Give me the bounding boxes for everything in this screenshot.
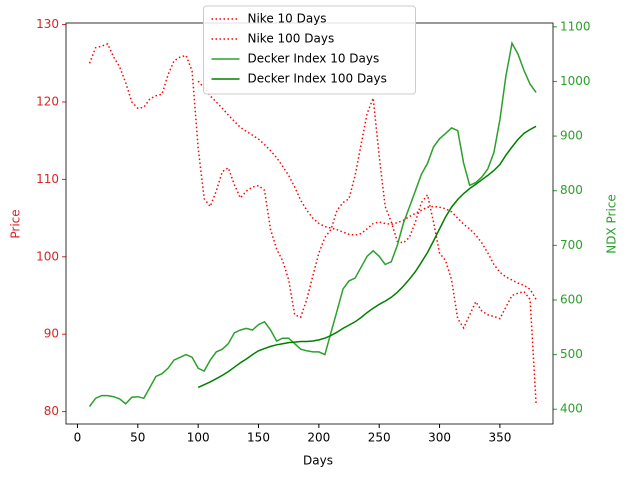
y2-tick-label: 1000 xyxy=(560,74,591,88)
x-tick-label: 250 xyxy=(368,431,391,445)
y2-tick-label: 800 xyxy=(560,183,583,197)
x-tick-label: 50 xyxy=(130,431,145,445)
x-tick-label: 100 xyxy=(187,431,210,445)
x-tick-label: 350 xyxy=(488,431,511,445)
y-tick-label: 110 xyxy=(36,172,59,186)
x-tick-label: 150 xyxy=(247,431,270,445)
x-tick-label: 200 xyxy=(307,431,330,445)
y-tick-label: 120 xyxy=(36,94,59,108)
legend-box xyxy=(203,5,416,95)
x-axis-label: Days xyxy=(303,454,333,468)
series-line xyxy=(197,80,537,300)
y2-axis-label: NDX Price xyxy=(605,194,619,254)
series-line xyxy=(88,42,537,404)
y-tick-label: 90 xyxy=(44,327,59,341)
y-tick-label: 80 xyxy=(44,404,59,418)
y2-tick-label: 400 xyxy=(560,402,583,416)
legend-label: Nike 10 Days xyxy=(248,12,327,26)
x-tick-label: 0 xyxy=(74,431,82,445)
y2-tick-label: 600 xyxy=(560,292,583,306)
legend-label: Decker Index 100 Days xyxy=(248,72,387,86)
y2-tick-label: 1100 xyxy=(560,19,591,33)
y2-tick-label: 700 xyxy=(560,238,583,252)
y-tick-label: 130 xyxy=(36,17,59,31)
legend: Nike 10 Days Nike 100 Days Decker Index 10… xyxy=(203,5,416,95)
series-line xyxy=(88,41,537,407)
y-tick-label: 100 xyxy=(36,249,59,263)
legend-label: Decker Index 10 Days xyxy=(248,52,380,66)
y-axis-label: Price xyxy=(9,209,23,238)
y2-tick-label: 900 xyxy=(560,129,583,143)
y2-tick-label: 500 xyxy=(560,347,583,361)
legend-label: Nike 100 Days xyxy=(248,32,335,46)
x-tick-label: 300 xyxy=(428,431,451,445)
series-line xyxy=(197,125,537,389)
